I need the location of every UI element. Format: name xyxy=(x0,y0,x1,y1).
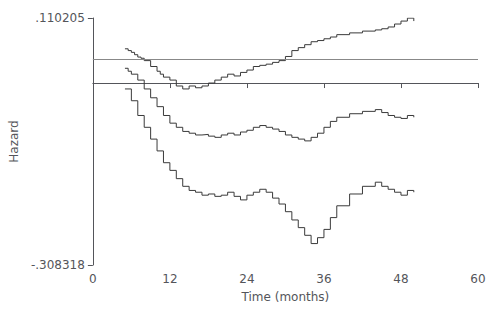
svg-text:24: 24 xyxy=(239,272,254,286)
svg-text:Time (months): Time (months) xyxy=(241,290,330,304)
svg-text:0: 0 xyxy=(89,272,97,286)
svg-text:60: 60 xyxy=(470,272,485,286)
svg-text:36: 36 xyxy=(316,272,331,286)
svg-text:Hazard: Hazard xyxy=(7,120,21,162)
svg-text:-.308318: -.308318 xyxy=(31,258,85,272)
svg-text:.110205: .110205 xyxy=(35,11,85,25)
svg-text:12: 12 xyxy=(162,272,177,286)
svg-text:48: 48 xyxy=(393,272,408,286)
